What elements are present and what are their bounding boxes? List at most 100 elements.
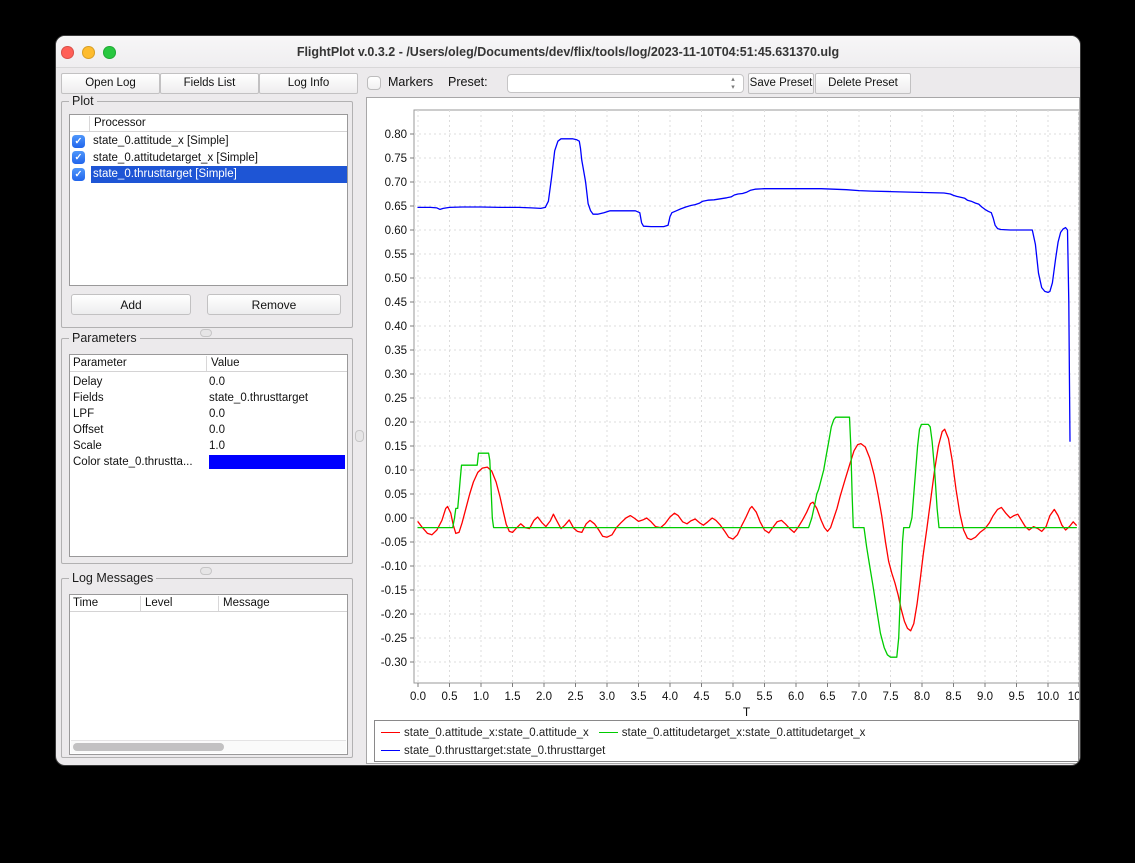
x-tick-label: 1.0 bbox=[473, 691, 489, 703]
y-tick-label: -0.10 bbox=[381, 561, 407, 573]
x-tick-label: 9.0 bbox=[977, 691, 993, 703]
log-messages-group: Log Messages Time Level Message bbox=[61, 578, 353, 758]
parameter-name: Offset bbox=[73, 422, 208, 438]
parameter-row[interactable]: LPF0.0 bbox=[70, 406, 347, 422]
parameters-table[interactable]: Parameter Value Delay0.0Fieldsstate_0.th… bbox=[69, 354, 348, 557]
row-checkbox[interactable]: ✓ bbox=[72, 151, 85, 164]
parameter-name: Scale bbox=[73, 438, 208, 454]
legend-item: state_0.attitudetarget_x:state_0.attitud… bbox=[599, 724, 866, 742]
y-tick-label: -0.30 bbox=[381, 657, 407, 669]
y-tick-label: 0.75 bbox=[385, 153, 407, 165]
splitter-handle[interactable] bbox=[200, 567, 212, 575]
toolbar-button-log-info[interactable]: Log Info bbox=[259, 73, 358, 94]
splitter-handle[interactable] bbox=[200, 329, 212, 337]
x-tick-label: 3.5 bbox=[631, 691, 647, 703]
y-tick-label: -0.25 bbox=[381, 633, 407, 645]
row-checkbox[interactable]: ✓ bbox=[72, 135, 85, 148]
x-tick-label: 10.0 bbox=[1037, 691, 1059, 703]
x-tick-label: 7.5 bbox=[883, 691, 899, 703]
y-tick-label: 0.60 bbox=[385, 225, 407, 237]
y-tick-label: 0.65 bbox=[385, 201, 407, 213]
x-tick-label: 7.0 bbox=[851, 691, 867, 703]
x-tick-label: 4.5 bbox=[694, 691, 710, 703]
parameter-row[interactable]: Delay0.0 bbox=[70, 374, 347, 390]
x-tick-label: 5.0 bbox=[725, 691, 741, 703]
legend-line-swatch bbox=[381, 750, 400, 751]
parameter-name: Color state_0.thrustta... bbox=[73, 454, 208, 470]
plot-group: Plot Processor ✓state_0.attitude_x [Simp… bbox=[61, 101, 353, 328]
message-column-header: Message bbox=[218, 596, 347, 611]
legend-item: state_0.attitude_x:state_0.attitude_x bbox=[381, 724, 589, 742]
y-tick-label: 0.15 bbox=[385, 441, 407, 453]
parameter-row[interactable]: Color state_0.thrustta... bbox=[70, 454, 347, 470]
parameters-table-header: Parameter Value bbox=[70, 355, 347, 372]
y-tick-label: -0.15 bbox=[381, 585, 407, 597]
parameter-row[interactable]: Scale1.0 bbox=[70, 438, 347, 454]
processor-row[interactable]: ✓ state_0.attitude_x [Simple] bbox=[70, 133, 347, 150]
splitter-handle[interactable] bbox=[355, 430, 364, 442]
parameter-value: 0.0 bbox=[209, 422, 346, 438]
parameters-group-title: Parameters bbox=[69, 331, 140, 345]
scrollbar-thumb[interactable] bbox=[73, 743, 224, 751]
log-messages-group-title: Log Messages bbox=[69, 571, 156, 585]
time-column-header: Time bbox=[70, 596, 139, 611]
row-checkbox[interactable]: ✓ bbox=[72, 168, 85, 181]
title-bar[interactable]: FlightPlot v.0.3.2 - /Users/oleg/Documen… bbox=[56, 36, 1080, 68]
y-tick-label: -0.05 bbox=[381, 537, 407, 549]
markers-checkbox[interactable] bbox=[367, 76, 381, 90]
legend-label: state_0.attitudetarget_x:state_0.attitud… bbox=[622, 727, 866, 739]
parameter-column-header: Parameter bbox=[70, 356, 205, 371]
legend-item: state_0.thrusttarget:state_0.thrusttarge… bbox=[381, 742, 605, 760]
horizontal-scrollbar[interactable] bbox=[71, 740, 346, 753]
x-tick-label: 9.5 bbox=[1009, 691, 1025, 703]
processor-list[interactable]: Processor ✓state_0.attitude_x [Simple]✓s… bbox=[69, 114, 348, 286]
parameter-row[interactable]: Offset0.0 bbox=[70, 422, 347, 438]
y-tick-label: 0.45 bbox=[385, 297, 407, 309]
y-tick-label: 0.40 bbox=[385, 321, 407, 333]
x-tick-label: 2.0 bbox=[536, 691, 552, 703]
parameter-value: 1.0 bbox=[209, 438, 346, 454]
x-tick-label: 1.5 bbox=[505, 691, 521, 703]
value-column-header: Value bbox=[206, 356, 347, 371]
parameter-name: Delay bbox=[73, 374, 208, 390]
log-table-header: Time Level Message bbox=[70, 595, 347, 612]
parameters-group: Parameters Parameter Value Delay0.0Field… bbox=[61, 338, 353, 564]
processor-row[interactable]: ✓state_0.attitudetarget_x [Simple] bbox=[70, 150, 347, 167]
combo-stepper-icon[interactable]: ▴▾ bbox=[727, 76, 739, 92]
x-tick-label: 5.5 bbox=[757, 691, 773, 703]
processor-row-label: state_0.attitude_x [Simple] bbox=[91, 133, 347, 150]
legend-line-swatch bbox=[599, 732, 618, 733]
delete-preset-button[interactable]: Delete Preset bbox=[815, 73, 911, 94]
preset-combobox[interactable]: ▴▾ bbox=[507, 74, 744, 93]
parameter-value: 0.0 bbox=[209, 406, 346, 422]
y-tick-label: 0.35 bbox=[385, 345, 407, 357]
x-tick-label: 10.5 bbox=[1068, 691, 1079, 703]
x-tick-label: 8.0 bbox=[914, 691, 930, 703]
plot-group-title: Plot bbox=[69, 94, 97, 108]
y-tick-label: 0.25 bbox=[385, 393, 407, 405]
y-tick-label: 0.80 bbox=[385, 129, 407, 141]
x-tick-label: 6.5 bbox=[820, 691, 836, 703]
toolbar-button-fields-list[interactable]: Fields List bbox=[160, 73, 259, 94]
legend-label: state_0.thrusttarget:state_0.thrusttarge… bbox=[404, 745, 605, 757]
x-tick-label: 8.5 bbox=[946, 691, 962, 703]
x-axis-label: T bbox=[743, 705, 751, 719]
y-tick-label: 0.20 bbox=[385, 417, 407, 429]
toolbar-button-open-log[interactable]: Open Log bbox=[61, 73, 160, 94]
markers-label: Markers bbox=[388, 75, 433, 89]
parameter-row[interactable]: Fieldsstate_0.thrusttarget bbox=[70, 390, 347, 406]
add-button[interactable]: Add bbox=[71, 294, 191, 315]
processor-row[interactable]: ✓state_0.thrusttarget [Simple] bbox=[70, 166, 347, 183]
plot-area[interactable]: 0.800.750.700.650.600.550.500.450.400.35… bbox=[367, 98, 1079, 763]
color-swatch[interactable] bbox=[209, 455, 345, 469]
chart-panel: 0.800.750.700.650.600.550.500.450.400.35… bbox=[366, 97, 1080, 764]
y-tick-label: -0.20 bbox=[381, 609, 407, 621]
chart-legend: state_0.attitude_x:state_0.attitude_xsta… bbox=[374, 720, 1079, 762]
save-preset-button[interactable]: Save Preset bbox=[748, 73, 814, 94]
y-tick-label: 0.30 bbox=[385, 369, 407, 381]
log-messages-table[interactable]: Time Level Message bbox=[69, 594, 348, 755]
y-tick-label: 0.10 bbox=[385, 465, 407, 477]
remove-button[interactable]: Remove bbox=[207, 294, 341, 315]
x-tick-label: 0.0 bbox=[410, 691, 426, 703]
flightplot-window: FlightPlot v.0.3.2 - /Users/oleg/Documen… bbox=[55, 35, 1081, 766]
